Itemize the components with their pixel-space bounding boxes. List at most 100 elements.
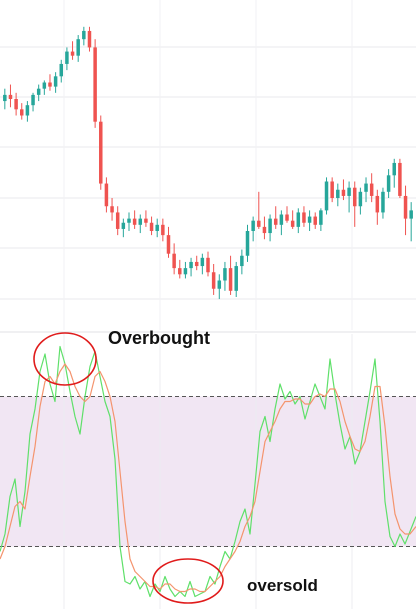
candle: [228, 255, 233, 295]
candle: [31, 92, 35, 112]
candle: [409, 202, 413, 242]
candle-body: [262, 226, 267, 234]
candle-body: [104, 183, 109, 207]
candle-body: [392, 162, 396, 176]
candle-body: [364, 183, 368, 192]
candle-body: [20, 109, 24, 116]
candle-body: [211, 272, 216, 289]
candle-body: [330, 181, 334, 198]
candle: [178, 259, 182, 279]
candle: [65, 47, 69, 71]
candle: [279, 210, 284, 236]
candle-body: [206, 257, 210, 273]
candle: [285, 206, 289, 223]
candle: [296, 208, 301, 234]
candle: [273, 206, 278, 229]
candle-body: [285, 214, 289, 221]
candle-body: [369, 183, 374, 196]
candle: [369, 173, 374, 203]
candle: [347, 181, 351, 213]
candle: [251, 216, 255, 242]
candle-body: [296, 212, 301, 227]
candle: [161, 218, 165, 242]
candle-body: [127, 218, 131, 223]
candle-body: [138, 218, 143, 225]
candle-body: [132, 218, 137, 225]
candle: [358, 187, 363, 215]
candle-body: [217, 280, 222, 289]
candle: [319, 208, 323, 231]
candle: [307, 210, 312, 231]
candle: [211, 264, 216, 295]
candle-body: [386, 175, 391, 192]
candle: [313, 212, 317, 229]
candle: [127, 212, 131, 231]
candle-body: [161, 224, 165, 236]
candle: [42, 80, 47, 95]
oscillator-grid: [63, 334, 353, 609]
candle: [138, 214, 143, 234]
candle: [381, 187, 385, 219]
candle-body: [14, 99, 18, 110]
candle: [392, 158, 396, 188]
candle: [104, 177, 109, 213]
candle: [155, 218, 159, 238]
candle: [82, 26, 86, 46]
candle: [53, 72, 58, 93]
candle: [341, 179, 346, 201]
candle: [324, 177, 329, 215]
candle: [76, 35, 80, 62]
candle: [99, 115, 103, 190]
overbought-label: Overbought: [108, 328, 210, 348]
candle: [223, 261, 227, 291]
candle-body: [403, 195, 408, 219]
candle-body: [313, 216, 317, 225]
candle: [240, 249, 244, 275]
candle: [36, 84, 41, 102]
candle-body: [398, 162, 402, 196]
candle: [8, 84, 13, 108]
candle-body: [290, 220, 295, 227]
candle-body: [352, 187, 357, 207]
oversold-label: oversold: [247, 576, 318, 595]
candle: [194, 255, 199, 271]
candle: [20, 103, 24, 120]
candle: [172, 243, 176, 275]
candle-body: [409, 210, 413, 219]
candle-body: [149, 222, 154, 231]
candle: [149, 216, 154, 236]
candle: [262, 216, 267, 240]
candle: [302, 206, 306, 227]
candle-body: [65, 51, 69, 64]
candle: [48, 74, 52, 91]
candle: [268, 214, 272, 242]
candle: [234, 261, 238, 297]
candle: [115, 206, 120, 236]
candle-body: [251, 220, 255, 231]
candle: [132, 210, 137, 229]
candle-body: [183, 268, 188, 275]
candle: [59, 59, 64, 83]
candle-body: [166, 235, 171, 254]
candle-body: [93, 47, 97, 122]
candle: [3, 88, 7, 110]
candle-body: [358, 191, 363, 207]
slow-line: [0, 363, 416, 593]
candle-body: [302, 212, 306, 223]
candle: [14, 92, 18, 116]
candle-body: [234, 266, 238, 291]
candlestick-series: [3, 26, 413, 300]
candle-body: [115, 212, 120, 229]
annotations: Overbought oversold: [33, 328, 318, 604]
candle-body: [53, 76, 58, 87]
candle-body: [194, 261, 199, 267]
candle-body: [223, 268, 227, 281]
candle-body: [341, 189, 346, 196]
candle-body: [273, 218, 278, 225]
candle: [70, 41, 75, 60]
candle: [364, 177, 368, 203]
candle: [189, 257, 193, 277]
oversold-circle: [152, 558, 224, 604]
candle-body: [336, 189, 340, 198]
